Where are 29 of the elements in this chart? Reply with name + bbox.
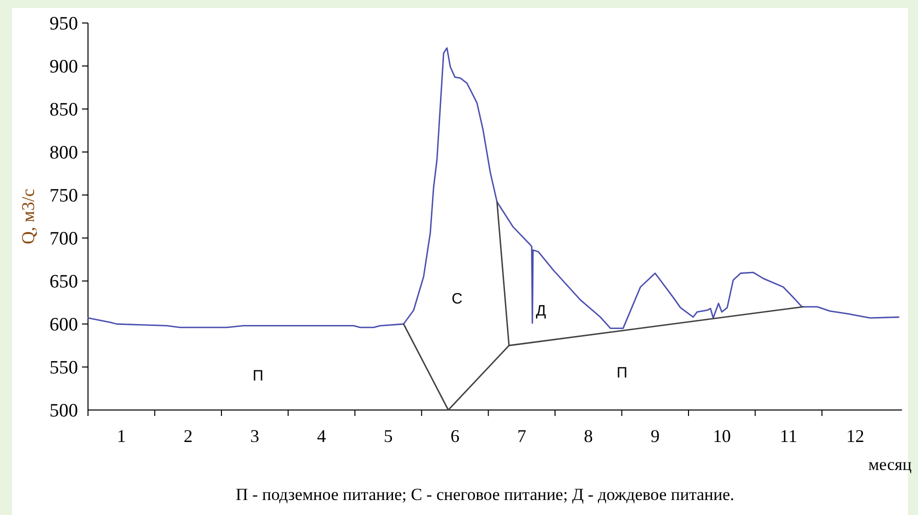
x-tick-label: 10: [712, 426, 731, 446]
y-tick-label: 650: [50, 272, 78, 293]
x-tick-label: 2: [184, 426, 193, 446]
x-tick-label: 7: [517, 426, 526, 446]
x-tick-label: 5: [384, 426, 393, 446]
y-tick-label: 750: [50, 186, 78, 207]
y-axis-title: Q, м3/с: [18, 188, 38, 244]
y-tick-label: 700: [50, 228, 78, 250]
x-tick-label: 11: [780, 426, 798, 446]
y-tick-label: 800: [50, 142, 78, 164]
annotation: С: [452, 290, 463, 308]
x-tick-label: 4: [317, 426, 326, 446]
x-tick-label: 8: [584, 426, 593, 446]
y-tick-label: 500: [50, 400, 78, 422]
y-tick-label: 950: [50, 14, 78, 35]
x-tick-label: 12: [846, 426, 864, 446]
x-tick-label: 1: [116, 426, 126, 446]
annotation: П: [252, 367, 264, 384]
y-tick-label: 550: [50, 358, 78, 379]
y-tick-label: 600: [50, 314, 78, 336]
x-tick-label: 6: [450, 426, 460, 446]
annotation: П: [616, 364, 628, 382]
y-tick-label: 850: [50, 100, 78, 121]
x-tick-label: 3: [250, 426, 260, 446]
annotation: Д: [536, 302, 546, 320]
x-axis-title: месяц: [868, 455, 912, 474]
x-tick-label: 9: [650, 426, 660, 446]
y-tick-label: 900: [50, 56, 78, 78]
text: П - подземное питание; С - снеговое питание; Д - дождевое питание.: [236, 485, 734, 504]
